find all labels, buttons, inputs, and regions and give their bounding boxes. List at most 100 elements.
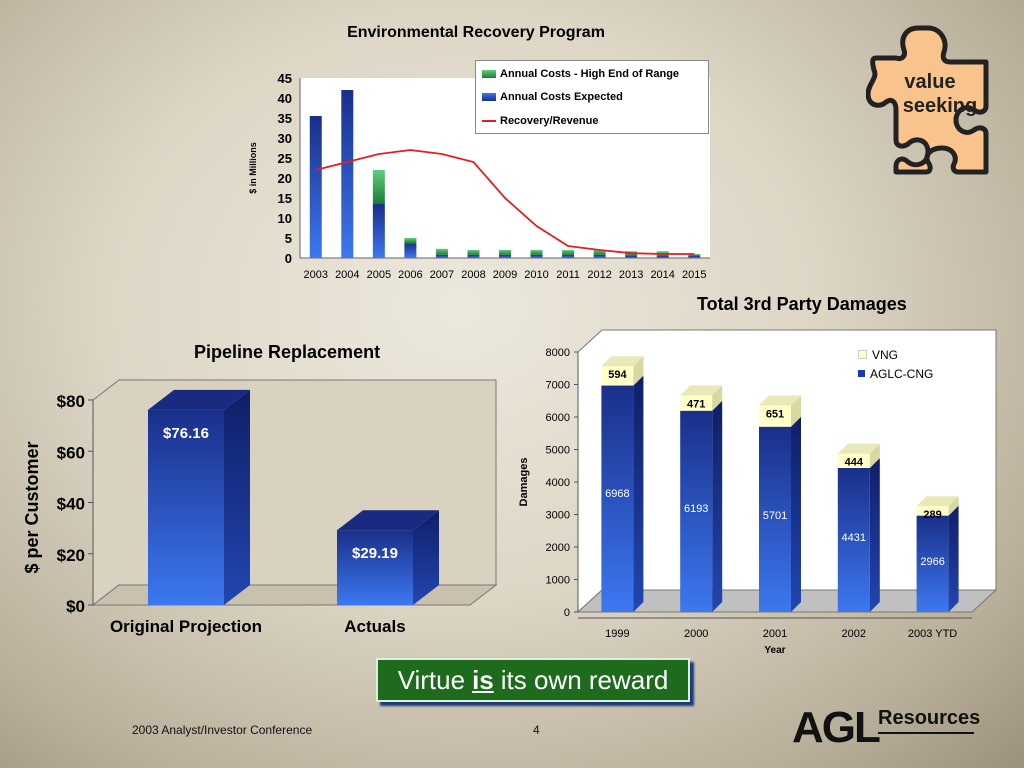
- dmg-bar-vng-side: [791, 395, 801, 427]
- dmg-label-aglc: 2966: [920, 556, 944, 568]
- dmg-floor: [576, 589, 998, 613]
- env-line-recovery: [315, 149, 695, 255]
- env-x-tick: 2009: [493, 269, 517, 281]
- env-legend-label-expected: Annual Costs Expected: [500, 91, 623, 103]
- env-y-tick: 40: [278, 91, 292, 106]
- env-bar-high: [372, 170, 385, 204]
- dmg-bar-aglc-side: [869, 457, 880, 612]
- env-x-tick: 2005: [367, 269, 391, 281]
- dmg-x-tick: 2002: [842, 628, 866, 640]
- dmg-bar-vng: [680, 395, 713, 411]
- dmg-legend-label-aglc: AGLC-CNG: [870, 366, 934, 381]
- dmg-x-tick: 2001: [763, 628, 787, 640]
- dmg-y-tick: 2000: [546, 542, 570, 554]
- env-bar-expected: [593, 254, 606, 258]
- dmg-bar-vng-top: [601, 356, 644, 367]
- env-x-tick: 2012: [587, 269, 611, 281]
- env-x-tick: 2006: [398, 269, 422, 281]
- puzzle-text-seeking: seeking: [903, 95, 977, 117]
- dmg-bar-vng-top: [916, 496, 959, 507]
- env-bar-expected: [625, 256, 638, 258]
- dmg-bar-aglc: [680, 410, 713, 612]
- dmg-y-tick: 8000: [546, 347, 570, 359]
- dmg-bar-aglc: [916, 515, 949, 612]
- env-legend-label-high: Annual Costs - High End of Range: [500, 68, 680, 80]
- env-x-tick: 2003: [304, 269, 328, 281]
- dmg-label-vng: 471: [687, 398, 705, 410]
- dmg-bar-vng: [759, 405, 791, 427]
- pipe-y-tick: $80: [57, 392, 85, 411]
- dmg-bar-vng: [601, 366, 634, 386]
- pipe-y-tick: $0: [66, 597, 85, 616]
- env-bar-expected: [372, 204, 385, 258]
- dmg-x-tick: 2003 YTD: [908, 628, 957, 640]
- dmg-legend-item-aglc: AGLC-CNG: [858, 364, 933, 383]
- footer-conference: 2003 Analyst/Investor Conference: [132, 723, 313, 737]
- dmg-y-tick: 0: [564, 607, 570, 619]
- dmg-bar-vng-side: [633, 356, 644, 386]
- env-bar-expected: [499, 254, 511, 258]
- puzzle-text-value: value: [904, 71, 955, 93]
- dmg-bar-vng-top: [759, 395, 801, 406]
- pipe-x-tick: Original Projection: [110, 617, 262, 636]
- dmg-label-vng: 651: [766, 409, 784, 421]
- env-bar-expected: [309, 116, 322, 258]
- dmg-label-aglc: 5701: [763, 510, 787, 522]
- dmg-label-aglc: 6193: [684, 503, 708, 515]
- dmg-bar-vng: [916, 506, 949, 516]
- env-bar-expected: [404, 243, 417, 258]
- env-legend-item-expected: Annual Costs Expected: [482, 91, 623, 103]
- env-bar-expected: [467, 254, 480, 258]
- dmg-bar-aglc-side: [633, 375, 644, 612]
- virtue-text-post: its own reward: [500, 664, 669, 695]
- env-x-tick: 2011: [556, 269, 580, 281]
- pipe-bar-front: [148, 409, 224, 605]
- env-bar-high: [467, 250, 480, 255]
- env-bar-high: [435, 248, 448, 255]
- dmg-y-tick: 1000: [546, 575, 570, 587]
- env-bar-expected: [341, 90, 354, 258]
- dmg-legend-item-vng: VNG: [858, 345, 933, 364]
- dmg-bar-vng-side: [712, 385, 723, 411]
- dmg-bar-aglc: [601, 385, 634, 612]
- pipe-bar-front: [337, 530, 413, 605]
- dmg-legend: VNG AGLC-CNG: [858, 345, 933, 383]
- env-bar-high: [499, 250, 511, 255]
- env-bar-high: [562, 250, 575, 255]
- dmg-bar-aglc-side: [948, 505, 959, 612]
- dmg-label-vng: 444: [845, 457, 864, 469]
- dmg-label-vng: 289: [923, 509, 941, 521]
- env-y-tick: 25: [278, 151, 292, 166]
- dmg-bar-aglc: [837, 467, 870, 612]
- env-bar-high: [688, 254, 701, 256]
- dmg-chart-title: Total 3rd Party Damages: [697, 294, 907, 314]
- pipe-chart-title: Pipeline Replacement: [194, 342, 381, 362]
- logo-mark: AGL: [792, 703, 880, 750]
- env-x-tick: 2004: [335, 269, 359, 281]
- env-y-tick: 30: [278, 131, 292, 146]
- env-bar-high: [593, 250, 606, 255]
- env-bar-expected: [562, 254, 575, 258]
- env-bar-expected: [688, 256, 701, 258]
- env-x-tick: 2010: [524, 269, 548, 281]
- dmg-label-aglc: 4431: [842, 532, 866, 544]
- puzzle-piece-image: value seeking: [866, 25, 989, 175]
- env-y-tick: 0: [285, 251, 292, 266]
- pipe-x-tick: Actuals: [344, 617, 405, 636]
- env-y-tick: 45: [278, 71, 292, 86]
- dmg-label-aglc: 6968: [605, 488, 629, 500]
- dmg-y-tick: 7000: [546, 380, 570, 392]
- env-x-tick: 2008: [461, 269, 485, 281]
- pipe-bar-label: $76.16: [163, 425, 209, 442]
- virtue-text-em: is: [472, 664, 494, 695]
- footer-page-number: 4: [533, 723, 540, 737]
- dmg-y-axis-label: Damages: [518, 458, 530, 507]
- dmg-bar-vng-side: [869, 443, 880, 468]
- env-legend-item-high: Annual Costs - High End of Range: [482, 68, 679, 80]
- env-y-tick: 5: [285, 231, 292, 246]
- virtue-banner: Virtue is its own reward: [376, 658, 690, 702]
- env-y-tick: 35: [278, 111, 292, 126]
- dmg-y-tick: 4000: [546, 477, 570, 489]
- agl-resources-logo: AGL Resources: [792, 703, 980, 750]
